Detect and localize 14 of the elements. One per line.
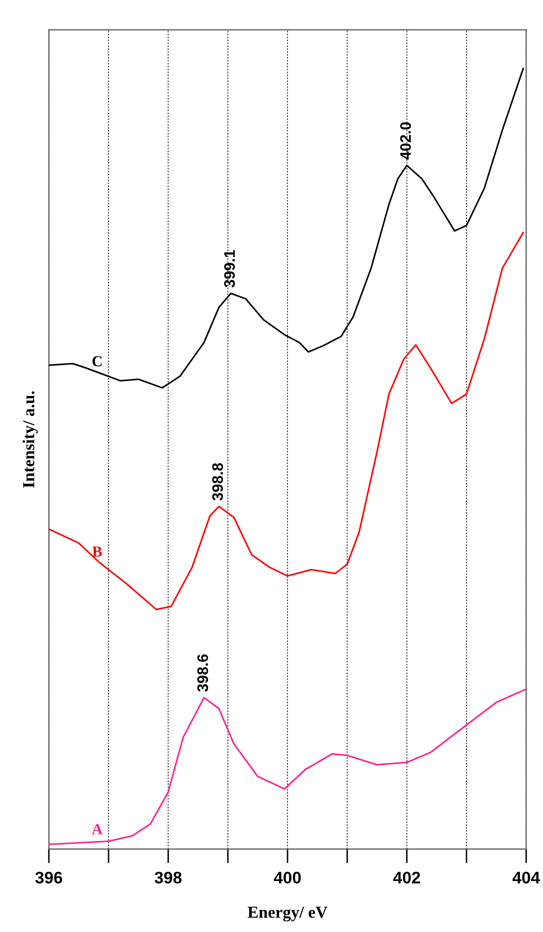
- series-label: A: [92, 824, 103, 834]
- annotation: 398.8: [212, 463, 224, 501]
- annotation: 399.1: [224, 250, 235, 288]
- y-axis-title: Intensity/ a.u.: [22, 391, 38, 488]
- series-label: B: [92, 546, 102, 557]
- x-tick-label: 404: [512, 872, 540, 884]
- annotation: 402.0: [400, 122, 411, 160]
- x-tick-label: 402: [393, 872, 420, 884]
- annotation: 398.6: [197, 654, 208, 692]
- x-axis-title: Energy/ eV: [248, 906, 328, 922]
- x-tick-label: 398: [154, 872, 182, 884]
- x-tick-label: 400: [274, 872, 301, 884]
- x-tick-label: 396: [35, 872, 62, 884]
- series-label: C: [92, 356, 102, 366]
